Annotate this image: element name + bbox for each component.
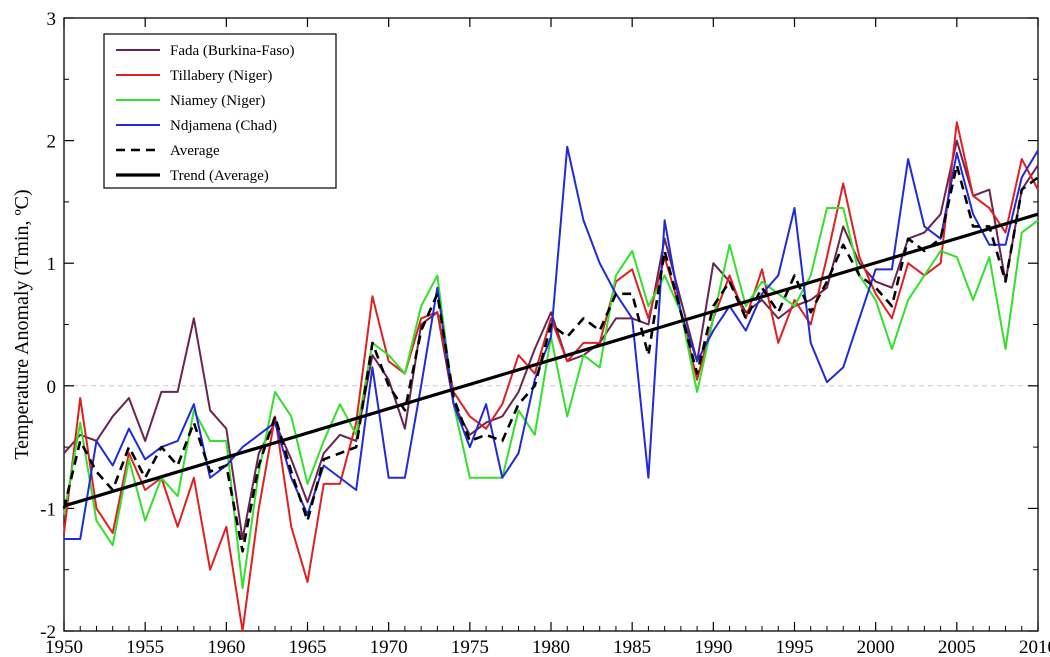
y-tick-label: 2 [47, 132, 57, 153]
x-tick-label: 2000 [857, 637, 895, 657]
y-tick-label: 3 [47, 9, 57, 30]
y-axis-title: Temperature Anomaly (Tmin, ºC) [11, 189, 33, 459]
x-tick-label: 1975 [451, 637, 489, 657]
x-axis: 1950 1955 1960 1965 1970 1975 1980 1985 1990 1995… [45, 18, 1050, 657]
x-tick-label: 2010 [1019, 637, 1050, 657]
y-tick-label: -1 [40, 499, 56, 520]
y-tick-label: 1 [47, 254, 57, 275]
series-group [62, 121, 1039, 632]
x-tick-label: 1990 [694, 637, 732, 657]
x-tick-label: 1950 [45, 637, 83, 657]
series-line-0 [63, 139, 1039, 541]
legend-label-0: Fada (Burkina-Faso) [170, 43, 295, 59]
x-tick-label: 1960 [207, 637, 245, 657]
series-line-4 [62, 163, 1039, 553]
legend-box [103, 33, 337, 189]
x-tick-label: 1980 [532, 637, 570, 657]
legend-label-3: Ndjamena (Chad) [170, 118, 277, 134]
legend-label-2: Niamey (Niger) [170, 93, 265, 109]
y-tick-label: 0 [47, 377, 57, 398]
legend-label-1: Tillabery (Niger) [170, 68, 272, 84]
series-line-1 [63, 121, 1039, 632]
series-line-5 [63, 212, 1039, 508]
legend-label-4: Average [170, 143, 220, 159]
y-axis: -2 -1 0 1 2 3 [40, 9, 1038, 643]
x-tick-label: 1985 [613, 637, 651, 657]
x-tick-label: 1955 [126, 637, 164, 657]
x-tick-label: 1965 [289, 637, 327, 657]
series-line-3 [64, 145, 1039, 541]
y-tick-label: -2 [40, 622, 56, 643]
x-tick-label: 1970 [370, 637, 408, 657]
legend: Fada (Burkina-Faso) Tillabery (Niger) Niam… [103, 33, 337, 189]
x-tick-label: 2005 [938, 637, 976, 657]
x-tick-label: 1995 [776, 637, 814, 657]
legend-label-5: Trend (Average) [170, 168, 269, 184]
